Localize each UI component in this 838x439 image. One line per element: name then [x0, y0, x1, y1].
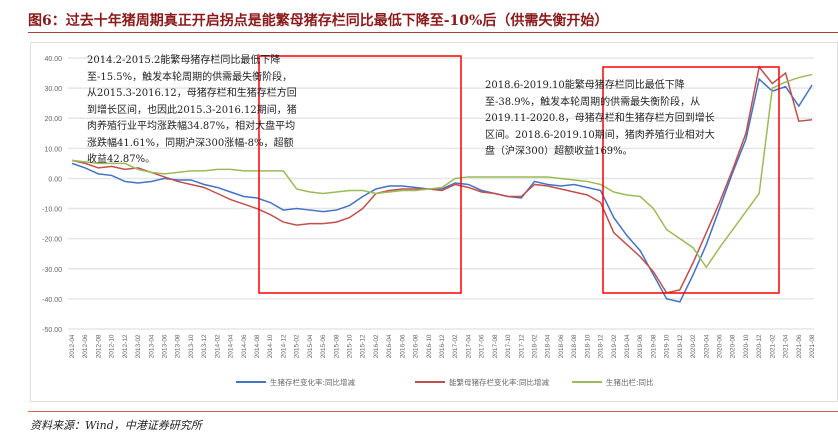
- x-tick-label: 2019-08: [650, 334, 657, 358]
- y-tick-label: -20.00: [42, 237, 62, 244]
- y-tick-label: 40.00: [44, 56, 62, 63]
- series-line: [71, 77, 813, 303]
- x-tick-label: 2017-06: [479, 334, 486, 358]
- annotation-2018: 2018.6-2019.10能繁母猪存栏同比最低下降至-38.9%，触发本轮周期…: [485, 80, 715, 157]
- y-tick-label: 10.00: [44, 146, 62, 153]
- x-tick-label: 2019-02: [611, 334, 618, 358]
- x-tick-label: 2017-10: [505, 334, 512, 358]
- x-tick-label: 2019-12: [677, 334, 684, 358]
- x-tick-label: 2014-10: [267, 334, 274, 358]
- x-tick-label: 2014-06: [241, 334, 248, 358]
- x-tick-label: 2019-10: [664, 334, 671, 358]
- x-tick-label: 2014-02: [214, 334, 221, 358]
- x-tick-label: 2015-02: [294, 334, 301, 358]
- x-tick-label: 2020-06: [717, 334, 724, 358]
- x-tick-label: 2013-04: [148, 334, 155, 358]
- bottom-rule: [28, 411, 838, 412]
- source-note: 资料来源：Wind，中港证券研究所: [30, 419, 202, 432]
- y-tick-label: 30.00: [44, 86, 62, 93]
- legend-label: 生猪出栏:同比: [606, 377, 654, 387]
- legend-label: 能繁母猪存栏变化率:同比增减: [449, 377, 550, 387]
- x-tick-label: 2012-12: [122, 334, 129, 358]
- series-line: [71, 73, 813, 269]
- x-tick-label: 2016-06: [399, 334, 406, 358]
- x-tick-label: 2015-10: [347, 334, 354, 358]
- x-tick-label: 2013-12: [201, 334, 208, 358]
- y-tick-label: -40.00: [42, 297, 62, 304]
- x-tick-label: 2020-10: [743, 334, 750, 358]
- x-tick-label: 2019-06: [637, 334, 644, 358]
- x-tick-label: 2012-06: [82, 334, 89, 358]
- x-tick-label: 2020-12: [756, 334, 763, 358]
- y-tick-label: -10.00: [42, 207, 62, 214]
- x-tick-label: 2016-04: [386, 334, 393, 358]
- y-tick-label: 0.00: [48, 176, 62, 183]
- x-tick-label: 2016-10: [426, 334, 433, 358]
- annotation-2014: 2014.2-2015.2能繁母猪存栏同比最低下降至-15.5%，触发本轮周期的…: [87, 55, 297, 165]
- x-tick-label: 2021-08: [809, 334, 816, 358]
- x-tick-label: 2017-12: [518, 334, 525, 358]
- x-tick-label: 2016-12: [439, 334, 446, 358]
- x-tick-label: 2017-04: [465, 334, 472, 358]
- x-tick-label: 2015-08: [333, 334, 340, 358]
- x-tick-label: 2020-08: [730, 334, 737, 358]
- x-tick-label: 2013-02: [135, 334, 142, 358]
- x-tick-label: 2012-04: [69, 334, 76, 358]
- highlight-box-2018: [602, 66, 780, 294]
- highlight-box-2014: [258, 55, 462, 294]
- x-tick-label: 2014-04: [228, 334, 235, 358]
- x-tick-label: 2015-12: [360, 334, 367, 358]
- x-tick-label: 2012-08: [95, 334, 102, 358]
- x-tick-label: 2013-08: [175, 334, 182, 358]
- x-tick-label: 2018-06: [558, 334, 565, 358]
- x-tick-label: 2012-10: [109, 334, 116, 358]
- x-tick-label: 2021-06: [796, 334, 803, 358]
- x-tick-label: 2021-02: [769, 334, 776, 358]
- x-tick-label: 2018-02: [532, 334, 539, 358]
- x-tick-label: 2021-04: [783, 334, 790, 358]
- legend-label: 生猪存栏变化率:同比增减: [270, 377, 356, 387]
- x-tick-label: 2014-12: [280, 334, 287, 358]
- y-tick-label: 20.00: [44, 116, 62, 123]
- y-tick-label: -50.00: [42, 327, 62, 334]
- x-tick-label: 2016-08: [413, 334, 420, 358]
- series-line: [71, 65, 813, 294]
- x-tick-label: 2020-02: [690, 334, 697, 358]
- x-tick-label: 2017-02: [452, 334, 459, 358]
- x-tick-label: 2018-08: [571, 334, 578, 358]
- figure-title: 图6：过去十年猪周期真正开启拐点是能繁母猪存栏同比最低下降至-10%后（供需失衡…: [28, 13, 609, 29]
- title-rule: [28, 32, 838, 33]
- x-tick-label: 2013-10: [188, 334, 195, 358]
- x-tick-label: 2017-08: [492, 334, 499, 358]
- x-tick-label: 2013-06: [162, 334, 169, 358]
- y-tick-label: -30.00: [42, 267, 62, 274]
- x-tick-label: 2018-04: [545, 334, 552, 358]
- x-tick-label: 2019-04: [624, 334, 631, 358]
- x-tick-label: 2020-04: [703, 334, 710, 358]
- x-tick-label: 2014-08: [254, 334, 261, 358]
- x-tick-label: 2015-06: [320, 334, 327, 358]
- x-tick-label: 2018-12: [598, 334, 605, 358]
- x-tick-label: 2015-04: [307, 334, 314, 358]
- x-tick-label: 2016-02: [373, 334, 380, 358]
- x-tick-label: 2018-10: [584, 334, 591, 358]
